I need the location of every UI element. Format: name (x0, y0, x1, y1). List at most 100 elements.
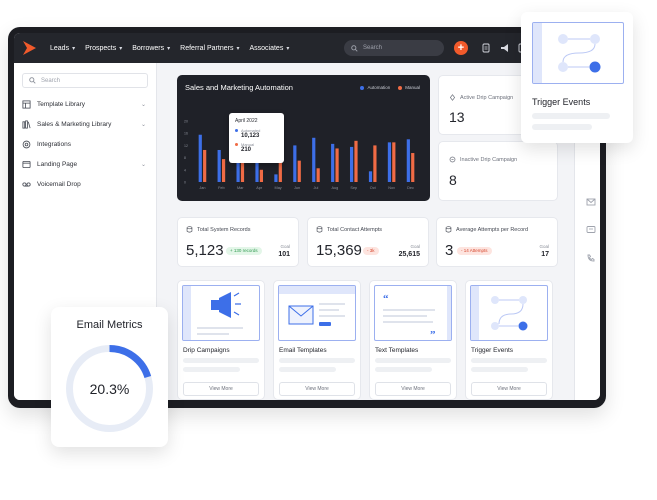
chevron-down-icon: ▾ (236, 45, 240, 52)
email-metrics-value: 20.3% (89, 381, 130, 397)
bar-manual-oct (373, 145, 377, 182)
chat-icon[interactable] (586, 225, 596, 235)
bar-manual-sep (354, 140, 358, 182)
view-more-button[interactable]: View More (375, 382, 451, 396)
skeleton-line (279, 367, 336, 372)
x-tick-label: Jun (294, 186, 300, 190)
global-search-input[interactable]: Search (344, 40, 444, 56)
x-tick-label: Aug (331, 186, 338, 190)
metric-total-system-records[interactable]: Total System Records 5,123 + 130 records… (177, 217, 299, 267)
x-tick-label: Oct (370, 186, 377, 190)
metric-goal-value: 101 (278, 251, 290, 258)
skeleton-line (183, 367, 240, 372)
database-icon (445, 226, 452, 233)
device-frame: Leads ▾ Prospects ▾ Borrowers ▾ Referral Pa… (8, 27, 606, 408)
metric-goal-value: 17 (541, 251, 549, 258)
tooltip-manual-value: 210 (241, 147, 252, 153)
bar-automation-nov (387, 142, 392, 182)
y-tick-label: 0 (184, 181, 186, 185)
active-drip-value: 13 (449, 109, 465, 125)
metric-total-contact-attempts[interactable]: Total Contact Attempts 15,369 - 3k Goal … (307, 217, 429, 267)
skeleton-line (375, 367, 432, 372)
bar-automation-sep (349, 146, 354, 182)
skeleton-line (532, 124, 592, 130)
metric-value: 3 (445, 242, 454, 259)
metric-average-attempts[interactable]: Average Attempts per Record 3 - 14 Attem… (436, 217, 558, 267)
svg-text:”: ” (430, 329, 436, 341)
bar-manual-feb (221, 159, 226, 182)
search-icon (351, 44, 358, 52)
sidebar-search-input[interactable]: Search (22, 73, 148, 88)
bar-automation-feb (217, 149, 221, 182)
y-tick-label: 16 (184, 132, 188, 136)
bar-manual-dec (411, 153, 415, 182)
chevron-down-icon: ⌄ (140, 101, 146, 108)
library-icon (22, 119, 31, 129)
email-metrics-card[interactable]: Email Metrics 20.3% (51, 307, 168, 447)
x-tick-label: May (275, 186, 282, 190)
document-icon[interactable] (481, 43, 491, 53)
drip-icon (449, 94, 456, 101)
add-button[interactable]: + (454, 41, 468, 55)
x-tick-label: Jan (199, 186, 205, 190)
bar-automation-oct (368, 171, 373, 182)
bar-automation-dec (406, 139, 410, 182)
template-icon (22, 99, 31, 109)
sidebar-item-sales-marketing-library[interactable]: Sales & Marketing Library ⌄ (22, 114, 148, 134)
x-tick-label: Apr (256, 186, 263, 190)
sidebar-item-integrations[interactable]: Integrations (22, 134, 148, 154)
sidebar-item-template-library[interactable]: Template Library ⌄ (22, 94, 148, 114)
feature-title: Drip Campaigns (183, 347, 230, 354)
mail-icon[interactable] (586, 197, 596, 207)
y-tick-label: 8 (184, 156, 186, 160)
metric-value: 5,123 (186, 242, 224, 259)
y-tick-label: 4 (184, 168, 186, 172)
skeleton-line (471, 367, 528, 372)
automation-chart-card: 20 16 12 8 4 0 Jan Feb Mar Apr May Jun Jul Aug Sep Oct N… (177, 75, 430, 201)
text-templates-illustration: “ ” (374, 285, 452, 341)
nav-associates[interactable]: Associates ▾ (249, 44, 290, 52)
sidebar-item-landing-page[interactable]: Landing Page ⌄ (22, 154, 148, 174)
email-templates-illustration (278, 285, 356, 341)
landing-page-icon (22, 160, 31, 168)
metric-change-badge: - 3k (363, 247, 379, 255)
view-more-button[interactable]: View More (183, 382, 259, 396)
nav-leads[interactable]: Leads ▾ (50, 44, 76, 52)
nav-prospects[interactable]: Prospects ▾ (85, 44, 123, 52)
app-screen: Leads ▾ Prospects ▾ Borrowers ▾ Referral Pa… (14, 33, 600, 400)
brand-logo-icon[interactable] (22, 41, 36, 55)
automation-bar-chart: 20 16 12 8 4 0 Jan Feb Mar Apr May Jun Jul Aug Sep Oct N… (184, 120, 415, 190)
tooltip-automated-value: 10,123 (241, 133, 260, 139)
feature-card-drip-campaigns[interactable]: Drip Campaigns View More (177, 280, 265, 400)
x-tick-label: Jul (314, 186, 319, 190)
feature-title: Text Templates (375, 347, 419, 354)
nav-borrowers[interactable]: Borrowers ▾ (132, 44, 171, 52)
phone-icon[interactable] (586, 253, 596, 263)
skeleton-line (183, 358, 259, 363)
chevron-down-icon: ⌄ (140, 161, 146, 168)
chevron-down-icon: ▾ (286, 45, 290, 52)
inactive-drip-campaign-card[interactable]: Inactive Drip Campaign 8 (438, 141, 558, 201)
x-tick-label: Nov (388, 186, 395, 190)
y-tick-label: 20 (184, 120, 188, 124)
view-more-button[interactable]: View More (279, 382, 355, 396)
megaphone-icon[interactable] (500, 43, 510, 53)
tooltip-manual-row: Manual 210 (235, 142, 278, 153)
feature-card-email-templates[interactable]: Email Templates View More (273, 280, 361, 400)
trigger-events-illustration (470, 285, 548, 341)
trigger-events-card[interactable]: Trigger Events (521, 12, 633, 143)
legend-automation: Automation (360, 85, 390, 90)
chevron-down-icon: ▾ (119, 45, 123, 52)
chart-title: Sales and Marketing Automation (185, 83, 293, 92)
bar-automation-jun (293, 145, 297, 182)
view-more-button[interactable]: View More (471, 382, 547, 396)
feature-card-text-templates[interactable]: “ ” Text Templates View More (369, 280, 457, 400)
skeleton-line (471, 358, 547, 363)
x-tick-label: Feb (218, 186, 225, 190)
chevron-down-icon: ▾ (167, 45, 171, 52)
nav-referral-partners[interactable]: Referral Partners ▾ (180, 44, 240, 52)
feature-card-trigger-events[interactable]: Trigger Events View More (465, 280, 553, 400)
chart-tooltip: April 2022 Automated 10,123 Manual 210 (229, 113, 284, 163)
y-tick-label: 12 (184, 144, 188, 148)
sidebar-item-voicemail-drop[interactable]: Voicemail Drop (22, 174, 148, 194)
